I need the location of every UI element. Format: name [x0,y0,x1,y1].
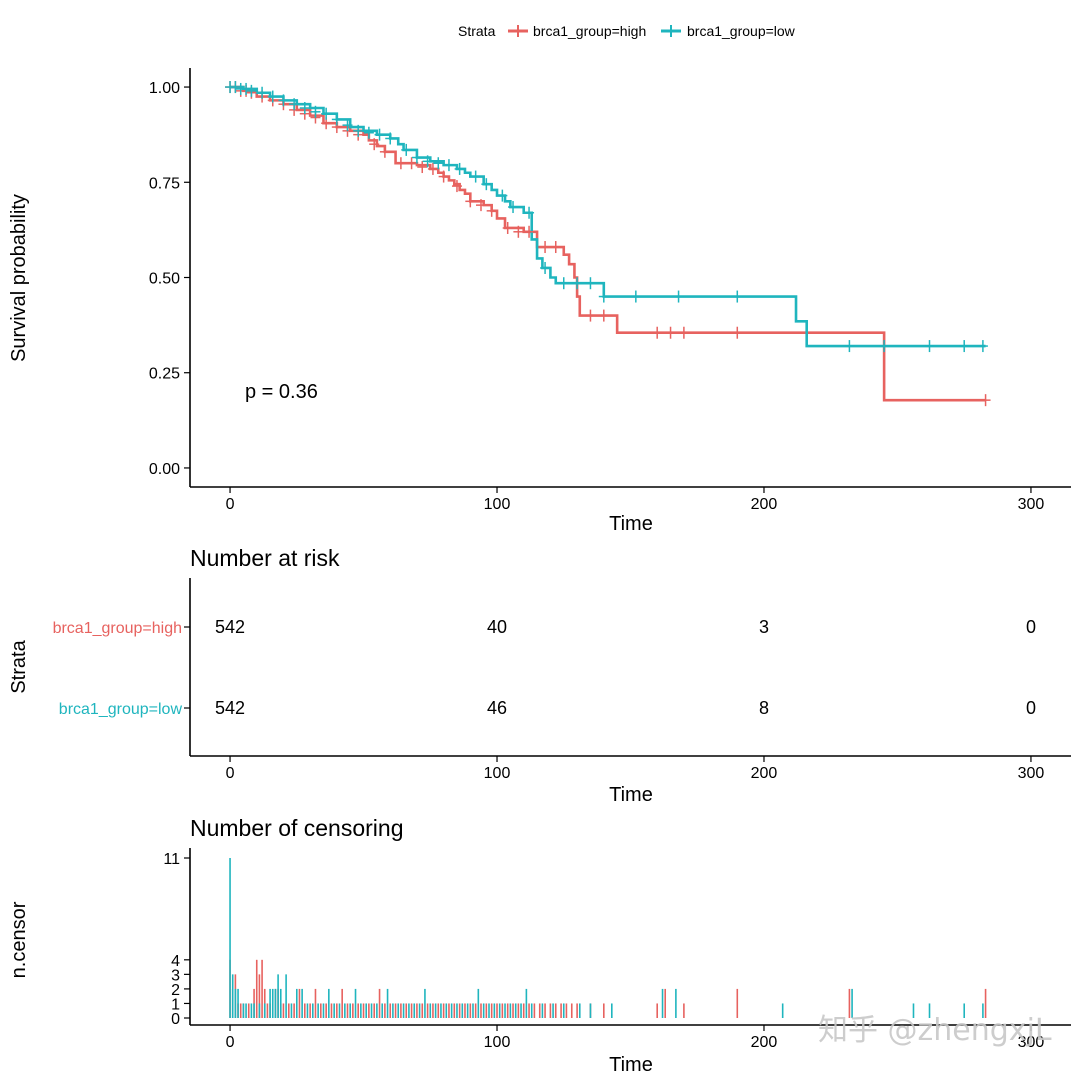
censoring-y-tick-label: 4 [171,953,180,970]
risk-table-panel: Number at risk brca1_group=high 542 40 3 0br… [8,545,1071,806]
legend-title: Strata [458,23,496,39]
survival-y-tick-label: 0.50 [149,271,180,288]
censoring-x-title: Time [609,1054,653,1076]
survival-y-tick-label: 0.75 [149,175,180,192]
censoring-x-tick-label: 0 [226,1034,235,1051]
risk-value-low: 0 [1026,698,1036,718]
legend-item-high: brca1_group=high [508,23,646,39]
survival-y-tick-label: 0.25 [149,366,180,383]
survival-x-tick-label: 200 [751,496,778,513]
risk-strata-label-high: brca1_group=high [53,620,182,637]
censoring-x-ticks: 0 100 200 300 [226,1025,1045,1051]
risk-table-title: Number at risk [190,545,340,571]
survival-y-title: Survival probability [8,194,30,362]
censoring-y-tick-label: 2 [171,982,180,999]
risk-x-ticks: 0 100 200 300 [226,756,1045,782]
censoring-x-tick-label: 100 [484,1034,511,1051]
risk-table-rows: brca1_group=high 542 40 3 0 brca1_group=low 54… [53,617,1036,718]
risk-value-high: 542 [215,617,245,637]
censoring-y-tick-label: 11 [163,851,180,868]
risk-x-tick-label: 0 [226,765,235,782]
legend: Strata brca1_group=high brca1_group=low [458,23,796,39]
survival-x-title: Time [609,513,653,535]
survival-x-tick-label: 300 [1018,496,1045,513]
risk-x-title: Time [609,784,653,806]
risk-x-tick-label: 200 [751,765,778,782]
censoring-title: Number of censoring [190,815,404,841]
risk-y-title: Strata [8,639,30,693]
watermark: 知乎 @zhengxjL [818,1013,1052,1048]
legend-label-high: brca1_group=high [533,23,646,39]
survival-curves [230,85,986,402]
legend-label-low: brca1_group=low [687,23,796,39]
survival-x-tick-label: 0 [226,496,235,513]
survival-y-tick-label: 1.00 [149,80,180,97]
survival-y-tick-label: 0.00 [149,461,180,478]
censoring-y-tick-label: 3 [171,967,180,984]
risk-value-high: 3 [759,617,769,637]
risk-x-tick-label: 100 [484,765,511,782]
censoring-x-tick-label: 200 [751,1034,778,1051]
censoring-y-title: n.censor [8,901,30,978]
risk-value-low: 8 [759,698,769,718]
censoring-bars [229,858,987,1018]
survival-censor-marks [225,81,991,407]
censoring-y-tick-label: 0 [171,1011,180,1028]
risk-value-low: 542 [215,698,245,718]
survival-x-tick-label: 100 [484,496,511,513]
risk-value-high: 40 [487,617,507,637]
risk-strata-label-low: brca1_group=low [59,701,183,718]
survival-y-ticks: 0.00 0.25 0.50 0.75 1.00 [149,80,190,478]
survival-panel: 0.00 0.25 0.50 0.75 1.00 0 100 200 300 p = 0.36… [8,68,1071,535]
risk-value-low: 46 [487,698,507,718]
legend-item-low: brca1_group=low [661,23,796,39]
p-value-label: p = 0.36 [245,381,318,403]
risk-value-high: 0 [1026,617,1036,637]
survival-x-ticks: 0 100 200 300 [226,487,1045,513]
survival-line-high [230,85,986,402]
censoring-x-tick-label: 300 [1018,1034,1045,1051]
risk-x-tick-label: 300 [1018,765,1045,782]
censoring-y-tick-label: 1 [171,996,180,1013]
